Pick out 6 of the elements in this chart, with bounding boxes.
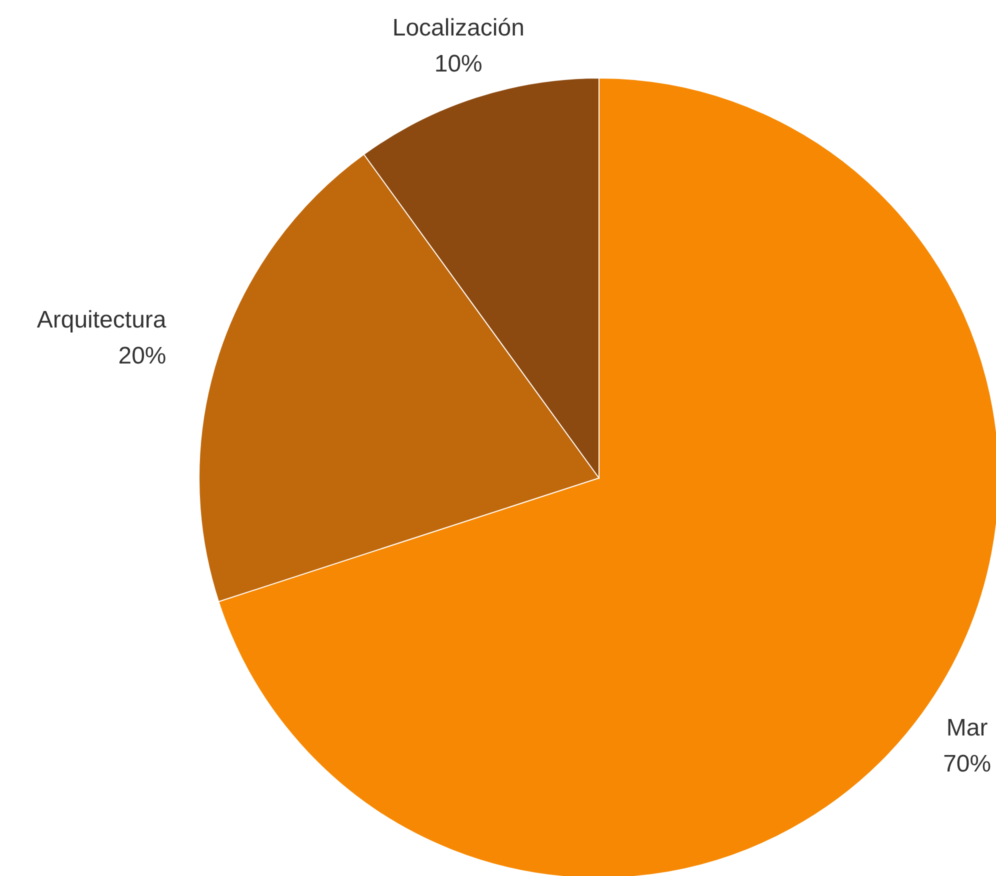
slice-label: Arquitectura xyxy=(36,306,167,334)
slice-label: Localización xyxy=(392,14,524,42)
slice-label: Mar xyxy=(946,714,988,742)
data-label: 10% xyxy=(434,50,482,78)
data-label: 20% xyxy=(118,342,166,370)
data-label: 70% xyxy=(943,750,992,778)
